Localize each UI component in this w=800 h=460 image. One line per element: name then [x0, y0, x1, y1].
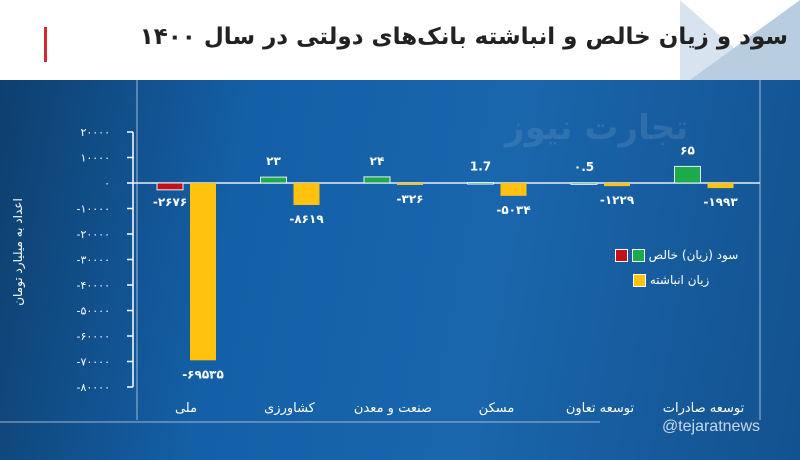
x-tick-label: توسعه تعاون: [566, 401, 635, 416]
data-label-accumulated: -۱۲۲۹: [600, 193, 635, 207]
data-label-accumulated: -۱۹۹۳: [703, 195, 738, 209]
legend-item-accumulated: زیان انباشته: [633, 273, 709, 287]
x-tick-label: ملی: [175, 401, 197, 416]
title-accent-bar: [44, 27, 47, 62]
legend-item-net: سود (زیان) خالص: [615, 248, 738, 262]
data-label-net: ۲۳: [266, 154, 281, 168]
legend-swatch-loss: [615, 249, 628, 262]
y-tick-label: ۱۰۰۰۰: [80, 152, 110, 165]
y-tick-label: -۸۰۰۰۰: [76, 381, 110, 394]
page-title: سود و زیان خالص و انباشته بانک‌های دولتی…: [139, 24, 788, 50]
bar-accumulated-4: [604, 183, 630, 187]
x-tick-label: کشاورزی: [264, 401, 316, 416]
legend-label: سود (زیان) خالص: [648, 248, 739, 262]
y-tick-label: -۳۰۰۰۰: [76, 254, 110, 267]
bar-net-5: [674, 165, 701, 184]
y-tick-label: -۲۰۰۰۰: [76, 228, 110, 241]
data-label-net: 1.7: [470, 160, 491, 174]
legend-label: زیان انباشته: [649, 273, 710, 287]
bar-net-2: [363, 176, 391, 184]
y-tick-label: ۰: [104, 177, 110, 190]
bar-accumulated-5: [707, 183, 734, 189]
bar-accumulated-2: [397, 183, 423, 185]
bar-net-3: [467, 182, 494, 185]
data-label-net: ۰.5: [574, 160, 594, 174]
watermark-logo: تجارت نیوز: [505, 108, 689, 148]
legend-swatch-profit: [631, 249, 645, 262]
decor-triangle: [690, 0, 800, 80]
y-tick-label: -۷۰۰۰۰: [76, 356, 110, 369]
y-tick-label: -۶۰۰۰۰: [76, 330, 110, 343]
bar-accumulated-0: [190, 183, 216, 361]
chart-panel: تجارت نیوز اعداد به میلیارد تومان ۲۰۰۰۰ ۱…: [0, 80, 800, 460]
bar-net-0: [156, 182, 184, 191]
bar-net-1: [260, 176, 287, 184]
bar-net-4: [570, 182, 598, 185]
y-tick-label: ۲۰۰۰۰: [80, 126, 110, 139]
bar-accumulated-1: [293, 183, 320, 205]
header: سود و زیان خالص و انباشته بانک‌های دولتی…: [0, 0, 800, 80]
data-label-accumulated: -۸۶۱۹: [289, 212, 324, 226]
social-handle: @tejaratnews: [661, 418, 760, 435]
x-tick-label: صنعت و معدن: [354, 401, 432, 416]
data-label-net: -۲۶۷۶: [153, 195, 187, 209]
bar-chart: ۲۰۰۰۰ ۱۰۰۰۰ ۰ -۱۰۰۰۰ -۲۰۰۰۰ -۳۰۰۰۰ -۴۰۰۰۰ -۵۰۰۰…: [0, 80, 761, 423]
data-label-accumulated: -۵۰۳۴: [496, 203, 530, 217]
data-label-accumulated: -۳۲۶: [397, 192, 424, 206]
y-tick-label: -۴۰۰۰۰: [76, 279, 110, 292]
x-tick-label: مسکن: [479, 401, 515, 416]
bar-accumulated-3: [500, 183, 527, 196]
y-tick-label: -۱۰۰۰۰: [76, 203, 110, 216]
y-tick-label: -۵۰۰۰۰: [76, 305, 110, 318]
legend-swatch-accumulated: [633, 274, 646, 287]
x-tick-label: توسعه صادرات: [663, 401, 745, 416]
data-label-accumulated: -۶۹۵۳۵: [182, 367, 224, 381]
data-label-net: ۶۵: [680, 143, 695, 157]
data-label-net: ۲۴: [370, 154, 385, 168]
